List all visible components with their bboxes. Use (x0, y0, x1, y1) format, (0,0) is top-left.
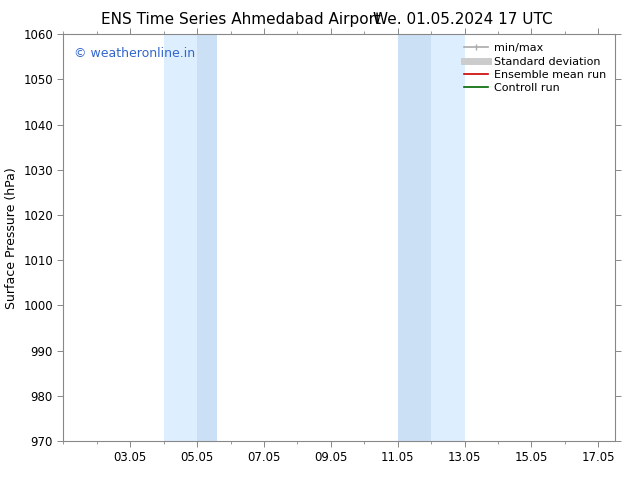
Legend: min/max, Standard deviation, Ensemble mean run, Controll run: min/max, Standard deviation, Ensemble me… (460, 40, 609, 97)
Text: We. 01.05.2024 17 UTC: We. 01.05.2024 17 UTC (373, 12, 553, 27)
Bar (398, 34, 431, 441)
Bar (431, 34, 465, 441)
Bar (164, 34, 197, 441)
Bar (197, 34, 217, 441)
Y-axis label: Surface Pressure (hPa): Surface Pressure (hPa) (4, 167, 18, 309)
Text: © weatheronline.in: © weatheronline.in (74, 47, 195, 59)
Text: ENS Time Series Ahmedabad Airport: ENS Time Series Ahmedabad Airport (101, 12, 381, 27)
